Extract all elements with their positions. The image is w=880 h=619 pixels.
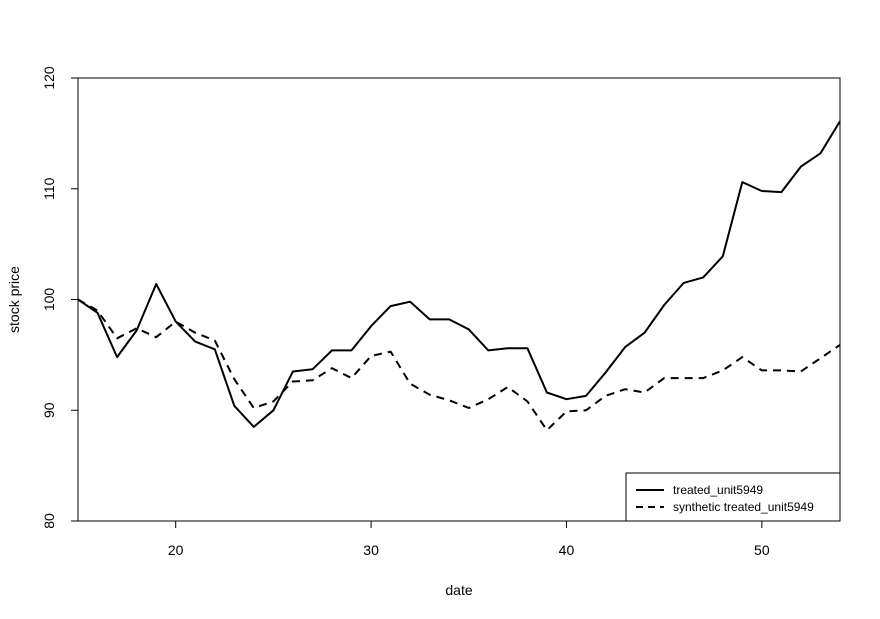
y-tick-label: 110 xyxy=(41,177,57,200)
legend-label-synthetic: synthetic treated_unit5949 xyxy=(673,500,814,514)
y-tick-label: 100 xyxy=(41,288,57,312)
y-tick-label: 90 xyxy=(41,402,57,418)
x-axis-title: date xyxy=(445,582,472,598)
plot-frame xyxy=(77,77,841,522)
legend-box xyxy=(625,472,841,522)
series-line-treated xyxy=(77,120,841,428)
series-line-synthetic xyxy=(77,298,841,432)
y-axis-title: stock price xyxy=(6,266,22,333)
y-tick-label: 120 xyxy=(41,66,57,90)
x-tick-label: 50 xyxy=(754,542,770,558)
y-tick-label: 80 xyxy=(41,513,57,529)
y-axis: 80 90 100 110 120 xyxy=(41,66,78,529)
x-tick-label: 40 xyxy=(559,542,575,558)
legend: treated_unit5949 synthetic treated_unit5… xyxy=(625,472,841,522)
plot-lines xyxy=(77,120,841,432)
x-axis: 20 30 40 50 xyxy=(168,521,770,558)
legend-label-treated: treated_unit5949 xyxy=(673,483,763,497)
x-tick-label: 20 xyxy=(168,542,184,558)
x-tick-label: 30 xyxy=(363,542,379,558)
